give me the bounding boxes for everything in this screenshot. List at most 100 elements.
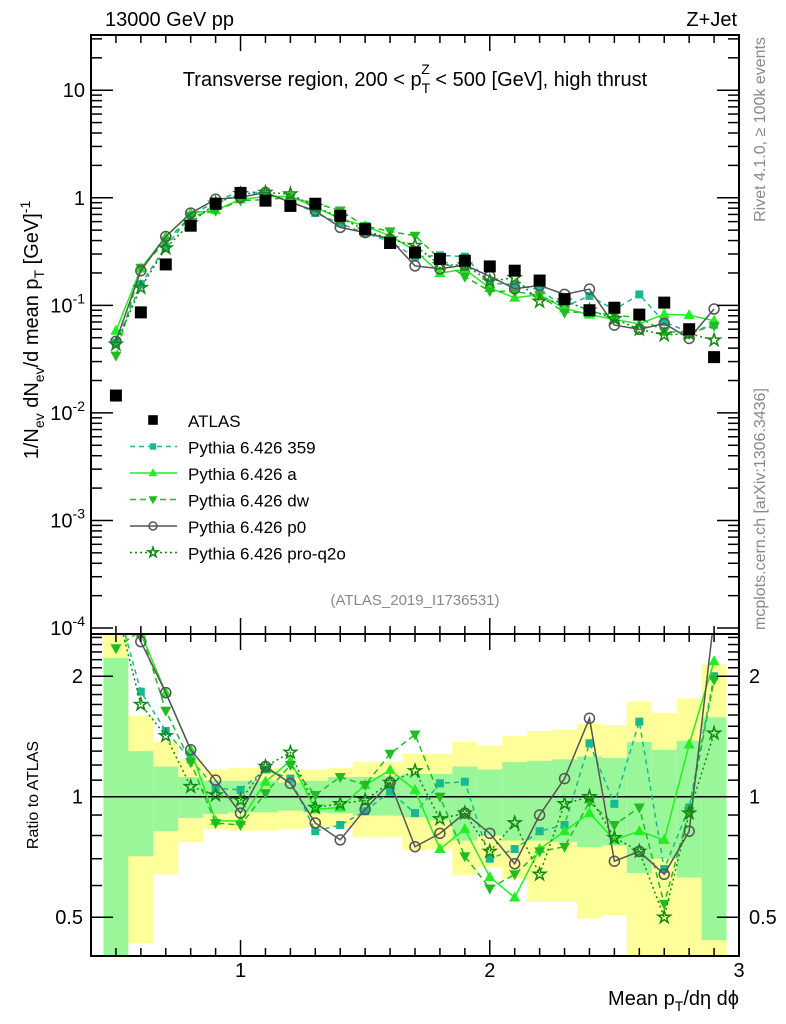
x-tick-label: 1 bbox=[235, 960, 246, 982]
series-point-main bbox=[559, 308, 571, 319]
series-point-ratio bbox=[481, 842, 499, 859]
series-point-main bbox=[660, 318, 669, 327]
series-point-main bbox=[630, 320, 648, 337]
series-point-ratio bbox=[381, 773, 399, 790]
series-point-ratio bbox=[185, 758, 197, 769]
series-point-ratio bbox=[658, 868, 670, 881]
atlas-data-point bbox=[508, 264, 521, 277]
series-point-ratio bbox=[236, 785, 245, 794]
series-point-ratio bbox=[583, 807, 595, 818]
legend-entry: Pythia 6.426 359 bbox=[130, 439, 316, 458]
y-tick-label: 10 bbox=[63, 80, 85, 102]
series-point-ratio bbox=[384, 749, 396, 760]
series-point-ratio bbox=[683, 738, 695, 749]
series-point-ratio bbox=[110, 599, 122, 611]
legend-label: Pythia 6.426 a bbox=[188, 465, 297, 484]
series-point-ratio bbox=[359, 803, 371, 816]
series-point-ratio bbox=[585, 739, 594, 748]
atlas-data-point bbox=[384, 236, 397, 249]
series-point-main bbox=[508, 282, 521, 295]
series-point-ratio bbox=[459, 852, 471, 863]
ratio-uncertainty-bands bbox=[103, 634, 727, 956]
series-point-ratio bbox=[409, 730, 421, 741]
green-band-bin bbox=[502, 762, 528, 841]
series-point-ratio bbox=[531, 865, 549, 882]
series-point-ratio bbox=[331, 794, 349, 812]
atlas-data-point bbox=[209, 197, 222, 210]
legend-label: Pythia 6.426 359 bbox=[188, 439, 316, 458]
series-point-ratio bbox=[560, 820, 569, 829]
series-point-ratio bbox=[409, 840, 421, 853]
series-point-ratio bbox=[434, 843, 446, 854]
series-point-ratio bbox=[459, 823, 471, 834]
series-point-ratio bbox=[334, 773, 346, 784]
y-tick-label: 10-4 bbox=[50, 613, 85, 640]
series-point-ratio bbox=[484, 827, 496, 840]
plot-title: Transverse region, 200 < pTZ < 500 [GeV]… bbox=[183, 61, 648, 96]
series-point-ratio bbox=[680, 804, 698, 821]
series-point-ratio bbox=[209, 774, 222, 786]
series-point-ratio bbox=[456, 804, 474, 821]
legend-marker bbox=[148, 521, 158, 531]
series-point-ratio bbox=[435, 779, 444, 788]
atlas-data-point bbox=[159, 258, 172, 271]
legend-marker bbox=[149, 443, 157, 450]
atlas-data-point bbox=[608, 301, 621, 314]
series-point-ratio bbox=[356, 791, 374, 808]
main-plot-marks bbox=[107, 183, 723, 402]
atlas-data-point bbox=[483, 260, 496, 273]
series-point-main bbox=[655, 326, 673, 343]
series-point-ratio bbox=[460, 777, 469, 786]
mcplots-label: mcplots.cern.ch [arXiv:1306.3436] bbox=[752, 388, 769, 630]
series-point-ratio bbox=[559, 842, 571, 853]
series-point-main bbox=[608, 311, 620, 322]
green-band-bin bbox=[153, 766, 179, 832]
series-point-ratio bbox=[635, 717, 644, 726]
legend-entry: ATLAS bbox=[148, 412, 241, 431]
series-point-ratio bbox=[558, 772, 571, 785]
series-point-ratio bbox=[386, 787, 395, 796]
y-tick-label: 1 bbox=[74, 188, 85, 210]
series-point-ratio bbox=[431, 809, 449, 827]
series-point-ratio bbox=[234, 807, 247, 819]
series-point-main bbox=[484, 287, 496, 298]
series-point-ratio bbox=[434, 827, 446, 840]
series-point-ratio bbox=[184, 744, 197, 756]
series-point-main bbox=[459, 272, 471, 283]
series-point-ratio bbox=[257, 757, 274, 774]
series-point-ratio bbox=[311, 827, 320, 836]
series-point-ratio bbox=[506, 814, 524, 831]
series-point-ratio bbox=[581, 787, 598, 805]
series-point-main bbox=[157, 239, 175, 256]
rivet-label: Rivet 4.1.0, ≥ 100k events bbox=[752, 37, 769, 222]
series-point-ratio bbox=[708, 655, 720, 666]
ratio-tick-label-right: 2 bbox=[749, 666, 760, 688]
series-point-main bbox=[635, 290, 644, 299]
series-point-ratio bbox=[658, 833, 670, 844]
atlas-data-point bbox=[433, 252, 446, 265]
green-band-bin bbox=[701, 717, 727, 941]
atlas-data-point bbox=[334, 209, 347, 222]
series-point-ratio bbox=[157, 726, 175, 743]
series-point-ratio bbox=[336, 820, 345, 829]
series-point-ratio bbox=[232, 791, 249, 808]
ratio-tick-label-left: 1 bbox=[72, 787, 83, 809]
series-point-ratio bbox=[509, 870, 521, 881]
series-line-main bbox=[115, 196, 715, 356]
series-point-ratio bbox=[485, 854, 494, 863]
atlas-data-point bbox=[234, 186, 247, 199]
energy-label: 13000 GeV pp bbox=[105, 9, 234, 31]
series-point-ratio bbox=[132, 695, 150, 712]
atlas-data-point bbox=[409, 246, 421, 259]
atlas-data-point bbox=[309, 197, 322, 210]
legend-label: Pythia 6.426 p0 bbox=[188, 518, 306, 537]
series-point-ratio bbox=[655, 908, 673, 925]
series-point-ratio bbox=[112, 596, 120, 604]
series-point-ratio bbox=[708, 675, 720, 686]
series-point-ratio bbox=[409, 783, 421, 794]
analysis-reference: (ATLAS_2019_I1736531) bbox=[330, 592, 499, 609]
series-line-main bbox=[115, 190, 715, 343]
y-axis-label: 1/Nev dNev/d mean pT [GeV]-1 bbox=[17, 201, 47, 460]
series-point-ratio bbox=[359, 780, 371, 791]
